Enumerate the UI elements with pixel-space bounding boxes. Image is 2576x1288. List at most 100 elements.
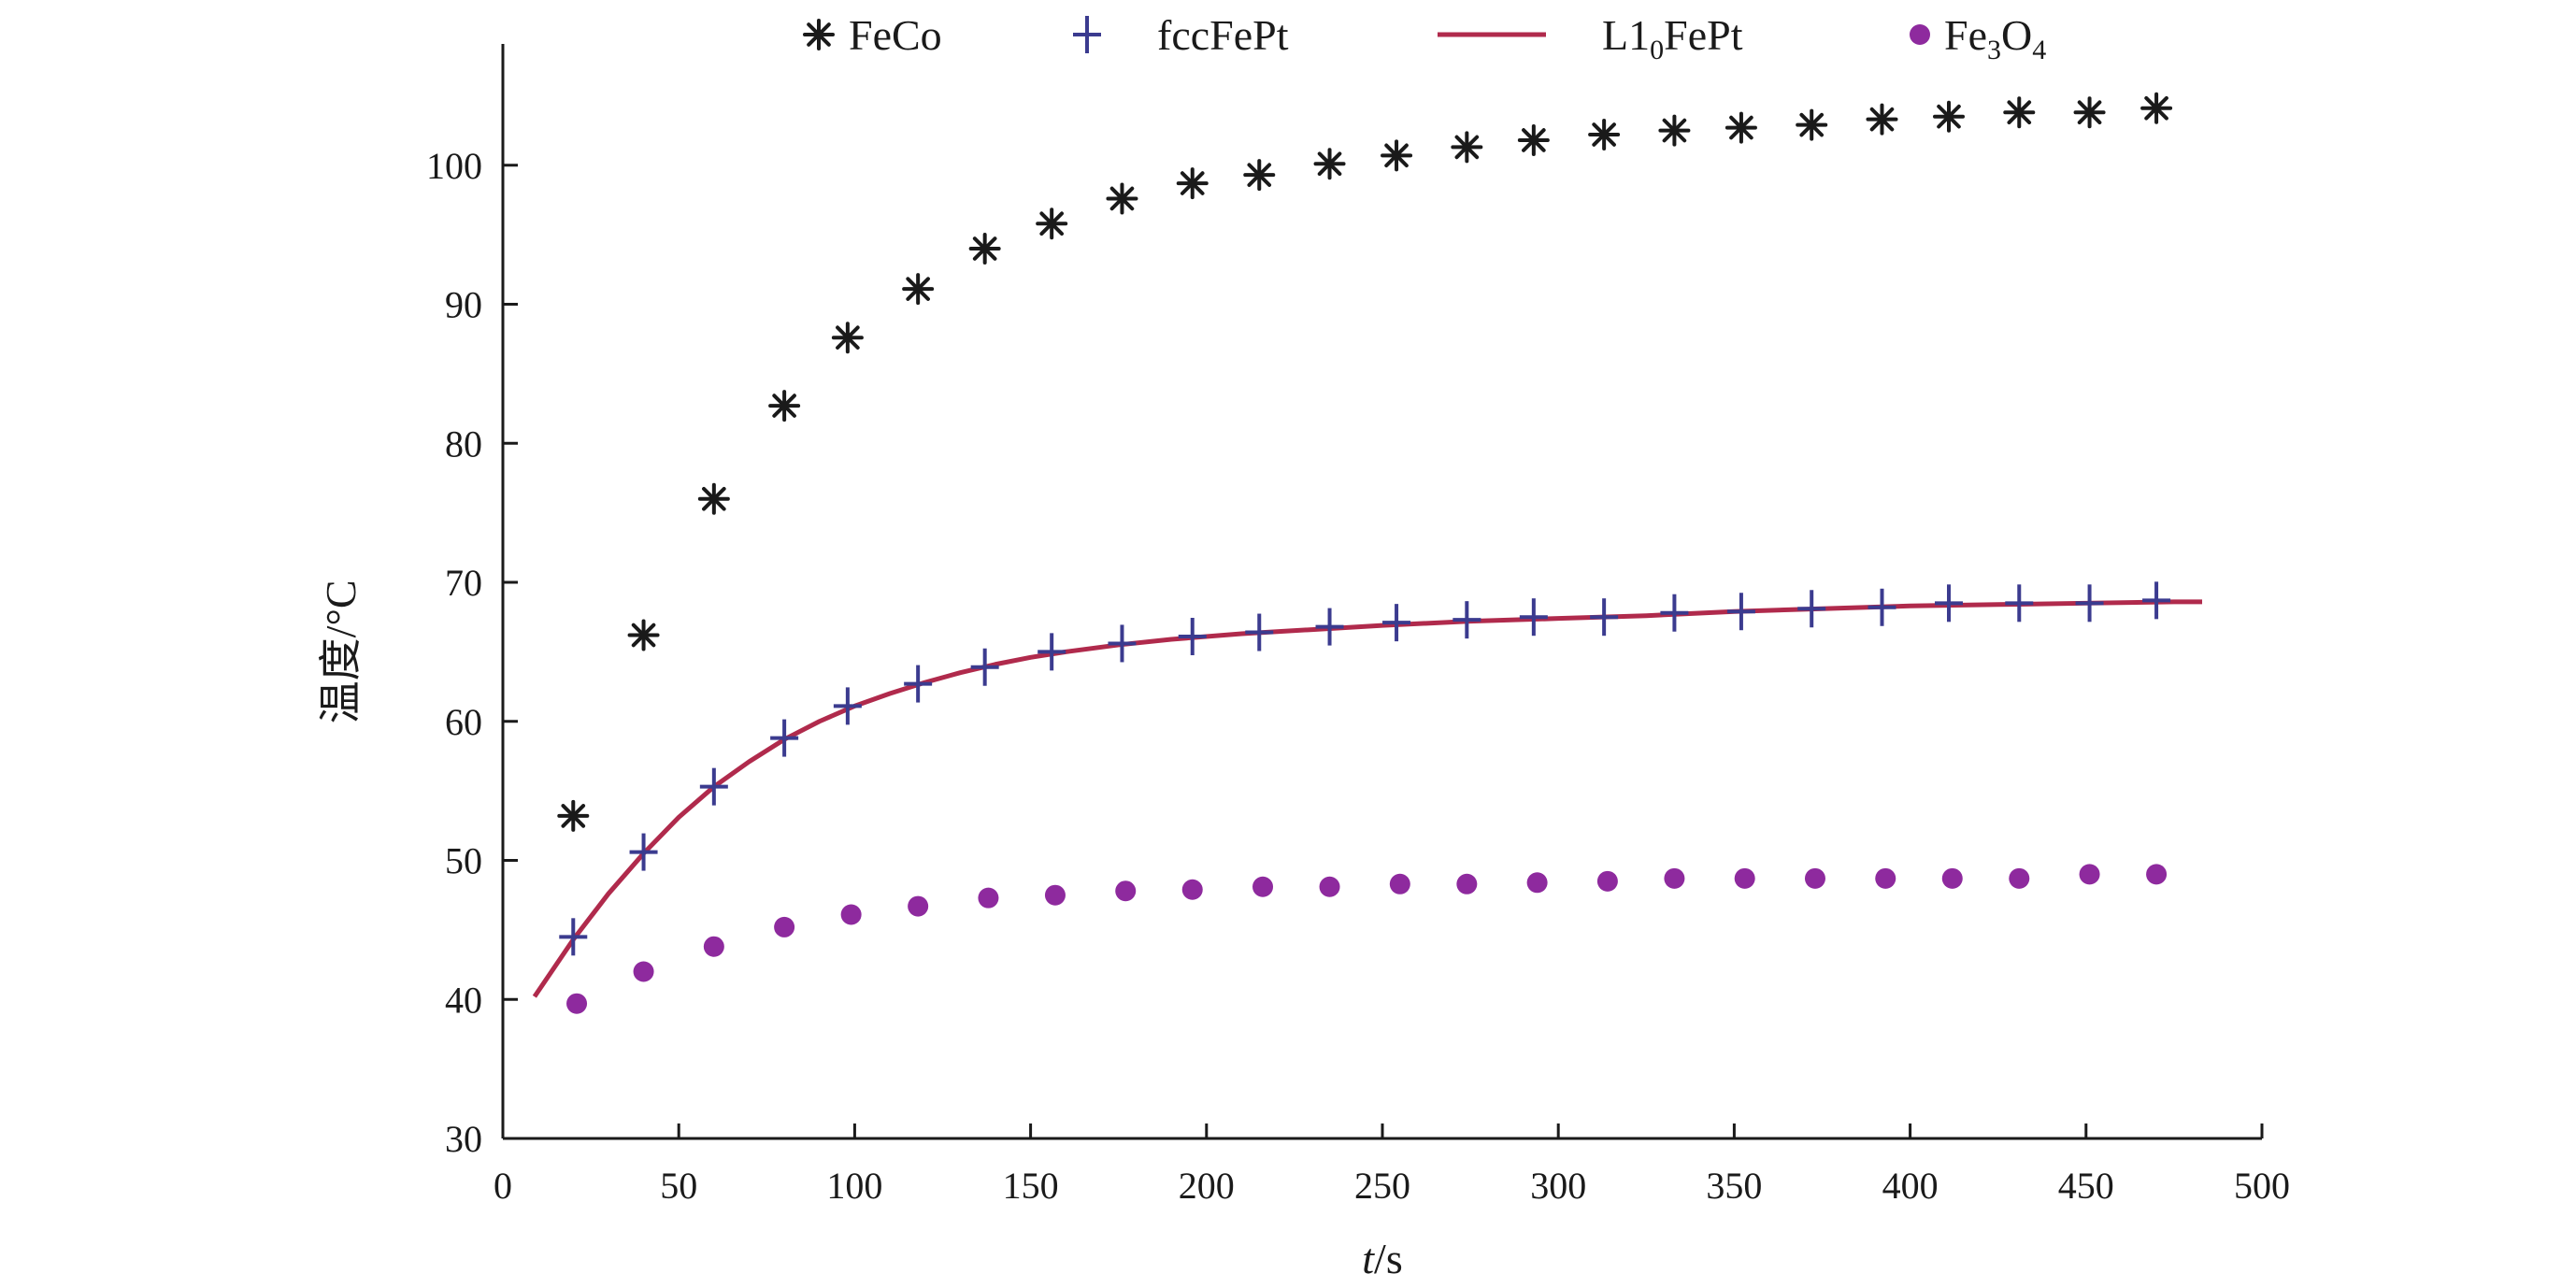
data-point — [1389, 873, 1410, 894]
data-point — [1933, 100, 1966, 133]
data-point — [1519, 598, 1548, 637]
data-point — [908, 895, 929, 917]
legend-marker — [803, 19, 835, 50]
data-point — [1590, 598, 1619, 637]
legend-label: L10FePt — [1602, 11, 1743, 65]
data-point — [1660, 594, 1689, 632]
data-point — [1724, 111, 1757, 144]
y-axis-title: 温度/°C — [317, 580, 365, 723]
legend-label: Fe3O4 — [1944, 11, 2046, 65]
legend-label: FeCo — [849, 11, 942, 59]
data-point — [1382, 604, 1411, 642]
data-point — [557, 799, 590, 832]
y-ticks: 30 40 50 60 70 80 90 100 — [426, 145, 518, 1160]
data-point — [1804, 867, 1825, 889]
y-tick-label: 30 — [445, 1118, 482, 1160]
data-point — [770, 719, 799, 757]
y-tick-label: 70 — [445, 562, 482, 604]
data-point — [904, 665, 933, 703]
data-point — [1181, 879, 1203, 900]
y-tick-label: 60 — [445, 701, 482, 743]
data-point — [1875, 867, 1896, 889]
x-tick-label: 400 — [1882, 1165, 1939, 1207]
data-point — [1588, 119, 1621, 151]
x-tick-label: 200 — [1179, 1165, 1235, 1207]
data-point — [1319, 876, 1340, 897]
data-point — [1526, 872, 1548, 894]
x-ticks: 0 50 100 150 200 250 300 350 400 450 500 — [494, 1123, 2290, 1207]
data-point — [2073, 96, 2106, 129]
data-point — [968, 233, 1001, 265]
data-point — [703, 936, 724, 957]
data-point — [2146, 864, 2168, 885]
data-point — [559, 918, 588, 956]
x-axis-title-italic: t — [1362, 1235, 1375, 1282]
data-point — [1797, 590, 1826, 628]
series-line — [532, 599, 2203, 998]
data-point — [633, 961, 654, 982]
y-tick-label: 40 — [445, 979, 482, 1021]
data-point — [840, 904, 862, 925]
data-point — [1935, 584, 1964, 623]
data-point — [833, 687, 862, 725]
data-point — [768, 390, 801, 422]
data-point — [1451, 131, 1483, 164]
data-point — [1726, 593, 1755, 631]
x-axis-title: t/s — [1362, 1235, 1402, 1282]
data-point — [2140, 92, 2173, 124]
data-point — [774, 916, 795, 937]
data-point — [1108, 624, 1137, 663]
data-point — [1517, 123, 1550, 156]
x-tick-label: 300 — [1530, 1165, 1586, 1207]
legend-item: Fe3O4 — [1910, 11, 2046, 65]
data-point — [566, 993, 588, 1014]
legend-marker — [1073, 16, 1101, 53]
data-point — [1044, 884, 1066, 906]
data-point — [1115, 880, 1137, 902]
data-point — [1664, 867, 1685, 889]
data-point — [1596, 870, 1618, 892]
series-l1-0fept — [532, 599, 2203, 998]
data-point — [2079, 864, 2100, 885]
data-point — [629, 833, 658, 871]
y-tick-label: 100 — [426, 145, 482, 187]
x-tick-label: 0 — [494, 1165, 512, 1207]
data-point — [978, 887, 999, 909]
data-point — [697, 482, 730, 515]
series-fe3o4 — [566, 864, 2168, 1014]
y-tick-label: 80 — [445, 422, 482, 465]
data-point — [1453, 601, 1481, 639]
data-point — [699, 767, 728, 806]
x-tick-label: 50 — [660, 1165, 697, 1207]
data-point — [1313, 148, 1346, 180]
data-point — [1252, 876, 1274, 897]
data-point — [2142, 581, 2171, 620]
x-tick-label: 150 — [1003, 1165, 1059, 1207]
data-point — [970, 648, 999, 686]
x-tick-label: 450 — [2058, 1165, 2114, 1207]
data-point — [831, 322, 864, 354]
data-point — [902, 273, 935, 306]
data-point — [2005, 584, 2034, 623]
data-point — [1868, 588, 1896, 626]
data-point — [2009, 867, 2030, 889]
legend-item: L10FePt — [1438, 11, 1743, 65]
y-tick-label: 90 — [445, 284, 482, 326]
data-point — [1456, 873, 1478, 894]
data-point — [1178, 618, 1207, 656]
data-point — [2075, 584, 2104, 623]
legend: FeCo fccFePt L10FePt Fe3O4 — [803, 11, 2046, 65]
legend-item: fccFePt — [1073, 11, 1289, 59]
data-point — [1796, 108, 1828, 141]
data-point — [1243, 159, 1276, 192]
data-point — [1381, 139, 1413, 172]
data-point — [1038, 633, 1066, 671]
data-point — [1734, 867, 1755, 889]
x-axis-title-unit: /s — [1374, 1235, 1403, 1282]
plot-area — [532, 92, 2203, 1014]
data-point — [627, 619, 660, 651]
legend-marker — [1910, 24, 1930, 45]
data-point — [1658, 114, 1691, 147]
x-tick-label: 500 — [2234, 1165, 2290, 1207]
